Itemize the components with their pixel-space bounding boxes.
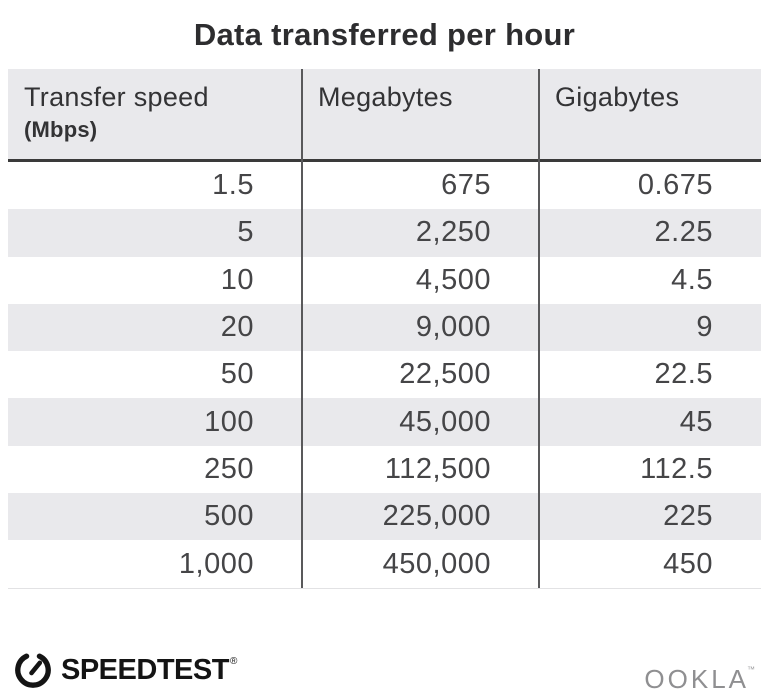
cell-megabytes: 450,000: [382, 547, 491, 580]
cell-transfer-speed: 500: [204, 500, 254, 533]
ookla-logo: OOKLA™: [644, 664, 757, 695]
cell-transfer-speed: 5: [237, 216, 254, 249]
header-transfer-speed-unit: (Mbps): [24, 117, 98, 142]
header-gigabytes: Gigabytes: [539, 69, 761, 159]
header-transfer-speed-label: Transfer speed: [24, 82, 209, 112]
ookla-wordmark-text: OOKLA: [644, 664, 749, 694]
cell-megabytes: 9,000: [415, 311, 491, 344]
data-table: Transfer speed (Mbps) Megabytes Gigabyte…: [8, 69, 761, 589]
trademark-icon: ™: [747, 665, 755, 674]
table-row: 1,000 450,000 450: [8, 540, 761, 587]
cell-megabytes: 112,500: [384, 452, 491, 485]
speedometer-gauge-icon: [15, 653, 51, 688]
cell-gigabytes: 225: [663, 500, 713, 533]
speedtest-wordmark-text: SPEEDTEST: [61, 653, 229, 686]
header-megabytes: Megabytes: [302, 69, 539, 159]
table-header-row: Transfer speed (Mbps) Megabytes Gigabyte…: [8, 69, 761, 159]
cell-transfer-speed: 250: [204, 452, 254, 485]
table-row: 100 45,000 45: [8, 398, 761, 446]
cell-transfer-speed: 100: [204, 405, 254, 438]
header-gigabytes-label: Gigabytes: [555, 82, 680, 112]
cell-transfer-speed: 1,000: [178, 547, 254, 580]
cell-gigabytes: 22.5: [654, 358, 713, 391]
table-row: 10 4,500 4.5: [8, 257, 761, 304]
footer: SPEEDTEST® OOKLA™: [0, 648, 769, 698]
cell-megabytes: 45,000: [399, 405, 491, 438]
table-row: 20 9,000 9: [8, 303, 761, 352]
table-row: 5 2,250 2.25: [8, 209, 761, 257]
cell-transfer-speed: 20: [220, 311, 254, 344]
table-row: 50 22,500 22.5: [8, 351, 761, 398]
cell-gigabytes: 112.5: [640, 452, 713, 485]
speedtest-wordmark: SPEEDTEST®: [61, 653, 238, 687]
cell-transfer-speed: 10: [220, 263, 254, 296]
speedtest-logo: SPEEDTEST®: [14, 651, 238, 689]
column-divider-2: [538, 69, 540, 588]
cell-megabytes: 225,000: [382, 500, 491, 533]
table-row: 1.5 675 0.675: [8, 162, 761, 209]
page-title: Data transferred per hour: [193, 17, 576, 52]
cell-gigabytes: 4.5: [671, 263, 713, 296]
header-transfer-speed: Transfer speed (Mbps): [8, 69, 302, 159]
cell-megabytes: 675: [441, 169, 491, 202]
cell-transfer-speed: 1.5: [212, 169, 254, 202]
table-row: 250 112,500 112.5: [8, 446, 761, 493]
cell-megabytes: 4,500: [415, 263, 491, 296]
header-rule: [8, 159, 761, 162]
table-row: 500 225,000 225: [8, 493, 761, 541]
column-divider-1: [301, 69, 303, 588]
cell-gigabytes: 0.675: [637, 169, 713, 202]
header-megabytes-label: Megabytes: [318, 82, 453, 112]
table-body: 1.5 675 0.675 5 2,250 2.25 10 4,500 4.5 …: [8, 162, 761, 589]
cell-gigabytes: 45: [679, 405, 713, 438]
cell-gigabytes: 9: [696, 311, 713, 344]
cell-megabytes: 22,500: [399, 358, 491, 391]
registered-trademark-icon: ®: [229, 655, 238, 667]
cell-megabytes: 2,250: [415, 216, 491, 249]
cell-gigabytes: 450: [663, 547, 713, 580]
cell-transfer-speed: 50: [220, 358, 254, 391]
cell-gigabytes: 2.25: [654, 216, 713, 249]
